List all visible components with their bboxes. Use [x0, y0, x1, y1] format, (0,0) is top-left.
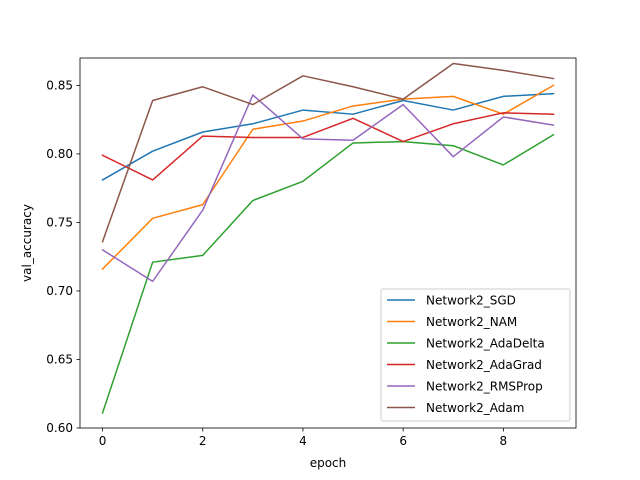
legend-label-2: Network2_AdaDelta — [426, 337, 545, 351]
legend-box — [380, 288, 571, 422]
y-tick-label: 0.65 — [46, 352, 73, 366]
series-line-4 — [101, 94, 555, 283]
legend-label-0: Network2_SGD — [426, 294, 516, 308]
legend-label-1: Network2_NAM — [426, 315, 517, 329]
series-line-3 — [101, 112, 555, 181]
y-tick-label: 0.80 — [46, 147, 73, 161]
x-tick-label: 2 — [199, 434, 207, 448]
plot-frame — [79, 57, 577, 429]
x-axis-title: epoch — [310, 456, 347, 470]
legend-label-4: Network2_RMSProp — [426, 380, 543, 394]
x-axis-ticks: 0 2 4 6 8 — [99, 428, 507, 448]
y-axis-title: val_accuracy — [20, 204, 34, 282]
y-tick-label: 0.70 — [46, 284, 73, 298]
y-tick-label: 0.85 — [46, 78, 73, 92]
y-tick-label: 0.60 — [46, 421, 73, 435]
series-line-2 — [101, 133, 555, 414]
x-tick-label: 4 — [299, 434, 307, 448]
y-tick-label: 0.75 — [46, 215, 73, 229]
y-axis-ticks: 0.60 0.65 0.70 0.75 0.80 0.85 — [46, 78, 80, 435]
legend-label-3: Network2_AdaGrad — [426, 358, 542, 372]
x-tick-label: 0 — [99, 434, 107, 448]
legend-label-5: Network2_Adam — [426, 401, 524, 415]
series-line-1 — [101, 84, 555, 271]
x-tick-label: 8 — [500, 434, 508, 448]
x-tick-label: 6 — [399, 434, 407, 448]
legend: Network2_SGD Network2_NAM Network2_AdaDelt… — [380, 288, 571, 422]
series-line-0 — [101, 92, 555, 181]
series-lines — [101, 62, 555, 414]
series-line-5 — [101, 62, 555, 243]
